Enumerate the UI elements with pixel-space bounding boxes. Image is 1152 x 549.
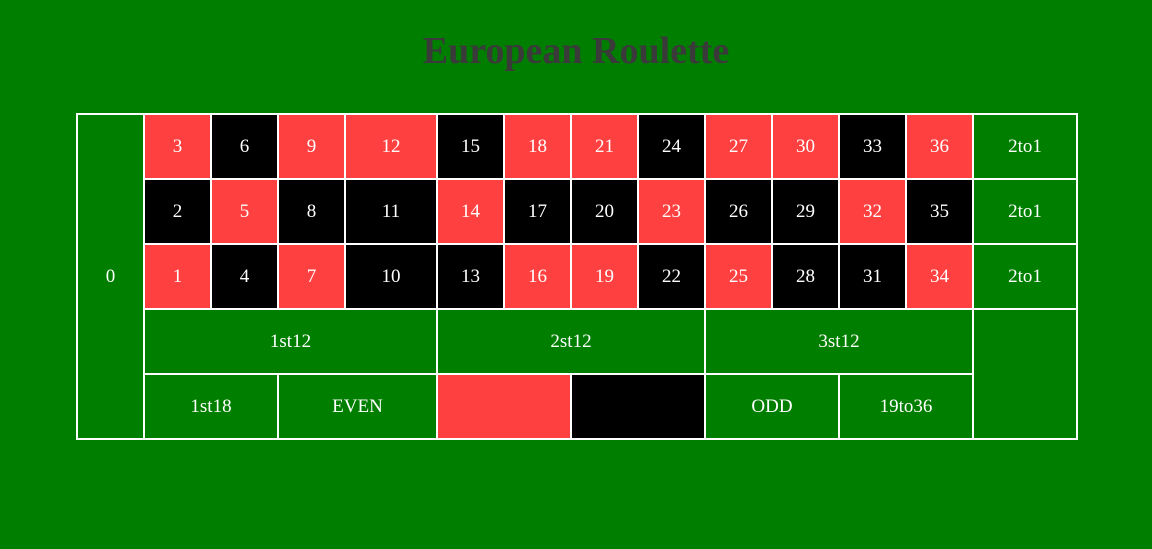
number-cell[interactable]: 20 xyxy=(570,178,639,245)
number-cell[interactable]: 10 xyxy=(344,243,438,310)
number-cell[interactable]: 29 xyxy=(771,178,840,245)
number-cell[interactable]: 34 xyxy=(905,243,974,310)
number-cell[interactable]: 27 xyxy=(704,113,773,180)
number-cell[interactable]: 12 xyxy=(344,113,438,180)
number-cell[interactable]: 28 xyxy=(771,243,840,310)
number-cell[interactable]: 15 xyxy=(436,113,505,180)
dozens-row: 1st12 2st12 3st12 xyxy=(77,308,1078,440)
number-cell[interactable]: 23 xyxy=(637,178,706,245)
number-cell[interactable]: 13 xyxy=(436,243,505,310)
number-cell[interactable]: 32 xyxy=(838,178,907,245)
roulette-table: 0 3 6 9 12 15 18 21 24 27 30 33 36 2to1 … xyxy=(76,113,1078,440)
number-cell[interactable]: 26 xyxy=(704,178,773,245)
number-cell[interactable]: 24 xyxy=(637,113,706,180)
number-cell[interactable]: 8 xyxy=(277,178,346,245)
number-cell[interactable]: 19 xyxy=(570,243,639,310)
number-cell[interactable]: 5 xyxy=(210,178,279,245)
number-cell[interactable]: 1 xyxy=(143,243,212,310)
odd-bet[interactable]: ODD xyxy=(704,373,840,440)
column-bet-middle[interactable]: 2to1 xyxy=(972,178,1078,245)
number-cell[interactable]: 14 xyxy=(436,178,505,245)
number-row-middle: 2 5 8 11 14 17 20 23 26 29 32 35 2to1 xyxy=(77,178,1078,245)
number-cell[interactable]: 35 xyxy=(905,178,974,245)
number-cell[interactable]: 25 xyxy=(704,243,773,310)
number-cell[interactable]: 18 xyxy=(503,113,572,180)
number-cell[interactable]: 31 xyxy=(838,243,907,310)
number-cell[interactable]: 4 xyxy=(210,243,279,310)
number-cell[interactable]: 9 xyxy=(277,113,346,180)
zero-cell[interactable]: 0 xyxy=(76,113,145,440)
even-bet[interactable]: EVEN xyxy=(277,373,438,440)
number-row-bottom: 1 4 7 10 13 16 19 22 25 28 31 34 2to1 xyxy=(77,243,1078,310)
dozen-bet-first[interactable]: 1st12 xyxy=(143,308,438,375)
number-cell[interactable]: 17 xyxy=(503,178,572,245)
black-bet[interactable] xyxy=(570,373,706,440)
number-cell[interactable]: 30 xyxy=(771,113,840,180)
low-bet[interactable]: 1st18 xyxy=(143,373,279,440)
high-bet[interactable]: 19to36 xyxy=(838,373,974,440)
outside-bets-row: 1st18 EVEN ODD 19to36 xyxy=(77,373,1077,440)
number-cell[interactable]: 16 xyxy=(503,243,572,310)
dozen-bet-second[interactable]: 2st12 xyxy=(436,308,706,375)
empty-corner-cell xyxy=(972,308,1078,440)
number-cell[interactable]: 33 xyxy=(838,113,907,180)
number-cell[interactable]: 36 xyxy=(905,113,974,180)
number-cell[interactable]: 7 xyxy=(277,243,346,310)
number-cell[interactable]: 3 xyxy=(143,113,212,180)
column-bet-top[interactable]: 2to1 xyxy=(972,113,1078,180)
number-row-top: 0 3 6 9 12 15 18 21 24 27 30 33 36 2to1 xyxy=(76,113,1078,440)
number-cell[interactable]: 21 xyxy=(570,113,639,180)
dozen-bet-third[interactable]: 3st12 xyxy=(704,308,974,375)
number-cell[interactable]: 11 xyxy=(344,178,438,245)
number-cell[interactable]: 6 xyxy=(210,113,279,180)
column-bet-bottom[interactable]: 2to1 xyxy=(972,243,1078,310)
number-cell[interactable]: 2 xyxy=(143,178,212,245)
red-bet[interactable] xyxy=(436,373,572,440)
page-title: European Roulette xyxy=(422,30,730,72)
number-cell[interactable]: 22 xyxy=(637,243,706,310)
